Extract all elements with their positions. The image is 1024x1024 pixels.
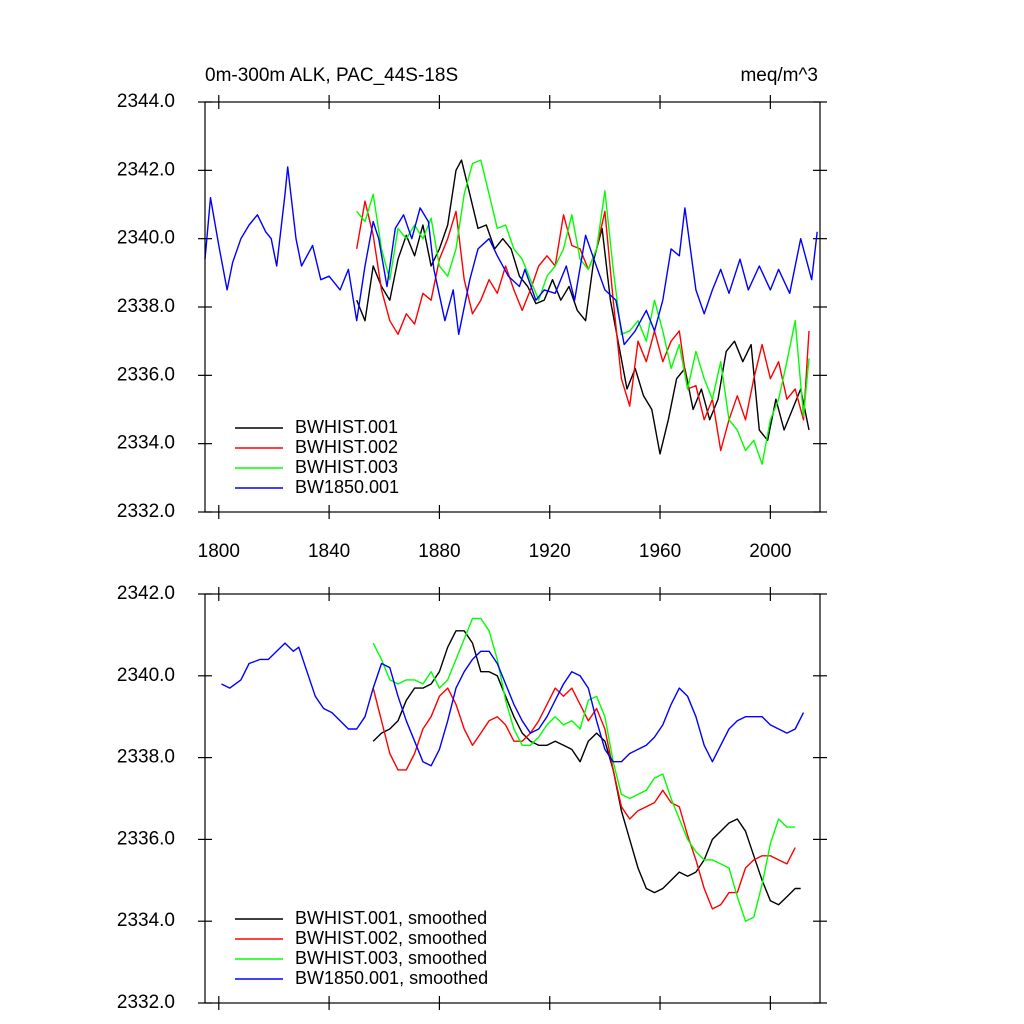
series-line bbox=[356, 159, 810, 465]
legend-label: BW1850.001 bbox=[295, 477, 399, 497]
legend-label: BWHIST.003, smoothed bbox=[295, 948, 487, 968]
chart-title: 0m-300m ALK, PAC_44S-18S bbox=[205, 65, 458, 86]
legend-label: BWHIST.001, smoothed bbox=[295, 908, 487, 928]
legend-label: BWHIST.002 bbox=[295, 437, 398, 457]
x-tick-label: 1880 bbox=[418, 541, 460, 562]
y-tick-label: 2332.0 bbox=[117, 501, 175, 522]
y-tick-label: 2340.0 bbox=[117, 228, 175, 249]
plot-frame bbox=[204, 101, 821, 513]
y-tick-label: 2342.0 bbox=[117, 583, 175, 604]
x-tick-label: 1800 bbox=[198, 541, 240, 562]
y-tick-label: 2338.0 bbox=[117, 747, 175, 768]
y-tick-label: 2338.0 bbox=[117, 296, 175, 317]
legend-label: BW1850.001, smoothed bbox=[295, 968, 488, 988]
series-line bbox=[372, 617, 796, 922]
legend-label: BWHIST.003 bbox=[295, 457, 398, 477]
series-line bbox=[356, 159, 810, 455]
x-tick-label: 1840 bbox=[308, 541, 350, 562]
units-label: meq/m^3 bbox=[740, 65, 818, 86]
y-tick-label: 2336.0 bbox=[117, 364, 175, 385]
y-tick-label: 2334.0 bbox=[117, 910, 175, 931]
y-tick-label: 2332.0 bbox=[117, 992, 175, 1013]
x-tick-label: 1920 bbox=[529, 541, 571, 562]
y-tick-label: 2340.0 bbox=[117, 665, 175, 686]
y-tick-label: 2336.0 bbox=[117, 828, 175, 849]
series-line bbox=[221, 642, 805, 767]
y-tick-label: 2334.0 bbox=[117, 433, 175, 454]
legend-label: BWHIST.001 bbox=[295, 417, 398, 437]
x-tick-label: 2000 bbox=[749, 541, 791, 562]
legend-label: BWHIST.002, smoothed bbox=[295, 928, 487, 948]
y-tick-label: 2344.0 bbox=[117, 91, 175, 112]
series-line bbox=[372, 630, 801, 906]
x-tick-label: 1960 bbox=[639, 541, 681, 562]
series-line bbox=[356, 200, 810, 452]
plot-frame bbox=[204, 593, 821, 1004]
series-line bbox=[204, 166, 818, 346]
y-tick-label: 2342.0 bbox=[117, 159, 175, 180]
